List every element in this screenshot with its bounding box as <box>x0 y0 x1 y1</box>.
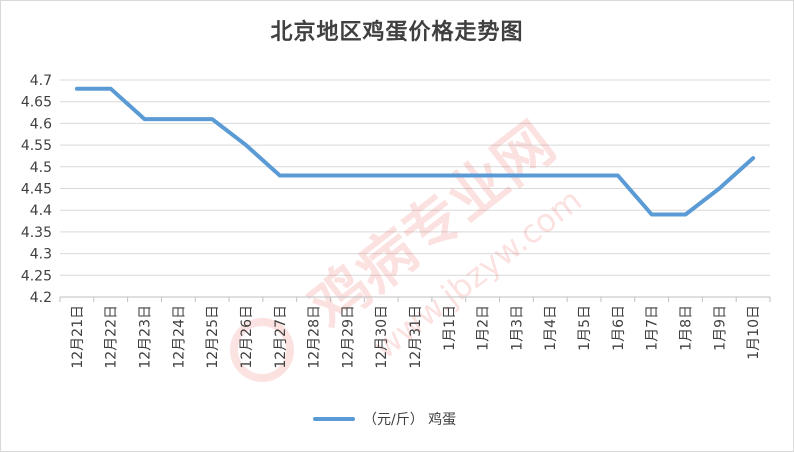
x-tick-label: 1月3日 <box>509 305 525 351</box>
chart-title: 北京地区鸡蛋价格走势图 <box>270 20 524 45</box>
x-tick-label: 1月5日 <box>577 305 593 351</box>
y-tick-label: 4.65 <box>21 95 52 111</box>
x-tick-labels: 12月21日 12月22日 12月23日 12月24日 12月25日 12月26日 12月2… <box>70 305 762 369</box>
y-tick-label: 4.5 <box>30 160 52 176</box>
y-tick-labels: 4.2 4.25 4.3 4.35 4.4 4.45 4.5 4.55 4.6 4.65 4.7 <box>21 73 52 306</box>
x-tick-label: 1月1日 <box>442 305 458 351</box>
x-tick-label: 1月6日 <box>611 305 627 351</box>
y-tick-label: 4.6 <box>30 116 52 132</box>
x-tick-label: 12月24日 <box>171 305 187 369</box>
legend: （元/斤） 鸡蛋 <box>313 409 456 429</box>
y-tick-label: 4.2 <box>30 290 52 306</box>
x-tick-label: 12月29日 <box>340 305 356 369</box>
x-tick-label: 1月8日 <box>678 305 694 351</box>
x-tick-label: 12月23日 <box>138 305 154 369</box>
legend-swatch <box>313 417 355 421</box>
axes <box>59 296 771 302</box>
y-tick-label: 4.25 <box>21 268 52 284</box>
x-tick-label: 1月7日 <box>645 305 661 351</box>
y-tick-label: 4.55 <box>21 138 52 154</box>
y-tick-label: 4.3 <box>30 247 52 263</box>
x-tick-label: 12月21日 <box>70 305 86 369</box>
x-tick-label: 1月2日 <box>476 305 492 351</box>
x-tick-label: 12月25日 <box>205 305 221 369</box>
x-tick-label: 12月27日 <box>273 305 289 369</box>
x-tick-label: 1月10日 <box>746 305 762 360</box>
x-tick-label: 12月28日 <box>307 305 323 369</box>
watermark-emblem <box>230 318 294 382</box>
y-tick-label: 4.45 <box>21 182 52 198</box>
y-tick-label: 4.4 <box>30 203 52 219</box>
x-tick-label: 12月31日 <box>408 305 424 369</box>
y-tick-label: 4.35 <box>21 225 52 241</box>
legend-label: （元/斤） 鸡蛋 <box>363 412 457 428</box>
gridlines <box>60 79 770 276</box>
x-tick-label: 12月26日 <box>239 305 255 369</box>
series-line <box>74 86 756 217</box>
x-tick-label: 1月4日 <box>543 305 559 351</box>
series-layer <box>74 86 756 217</box>
x-tick-label: 12月30日 <box>374 305 390 369</box>
y-tick-label: 4.7 <box>30 73 52 89</box>
x-tick-label: 1月9日 <box>712 305 728 351</box>
x-tick-label: 12月22日 <box>104 305 120 369</box>
